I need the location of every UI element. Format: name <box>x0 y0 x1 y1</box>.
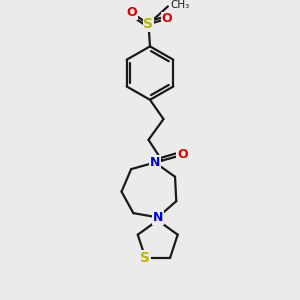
Text: N: N <box>150 156 160 169</box>
Text: O: O <box>162 12 172 25</box>
Text: S: S <box>140 251 150 265</box>
Text: CH₃: CH₃ <box>170 1 190 10</box>
Text: O: O <box>177 148 188 161</box>
Text: N: N <box>152 211 163 224</box>
Text: S: S <box>143 17 154 31</box>
Text: O: O <box>127 6 137 20</box>
